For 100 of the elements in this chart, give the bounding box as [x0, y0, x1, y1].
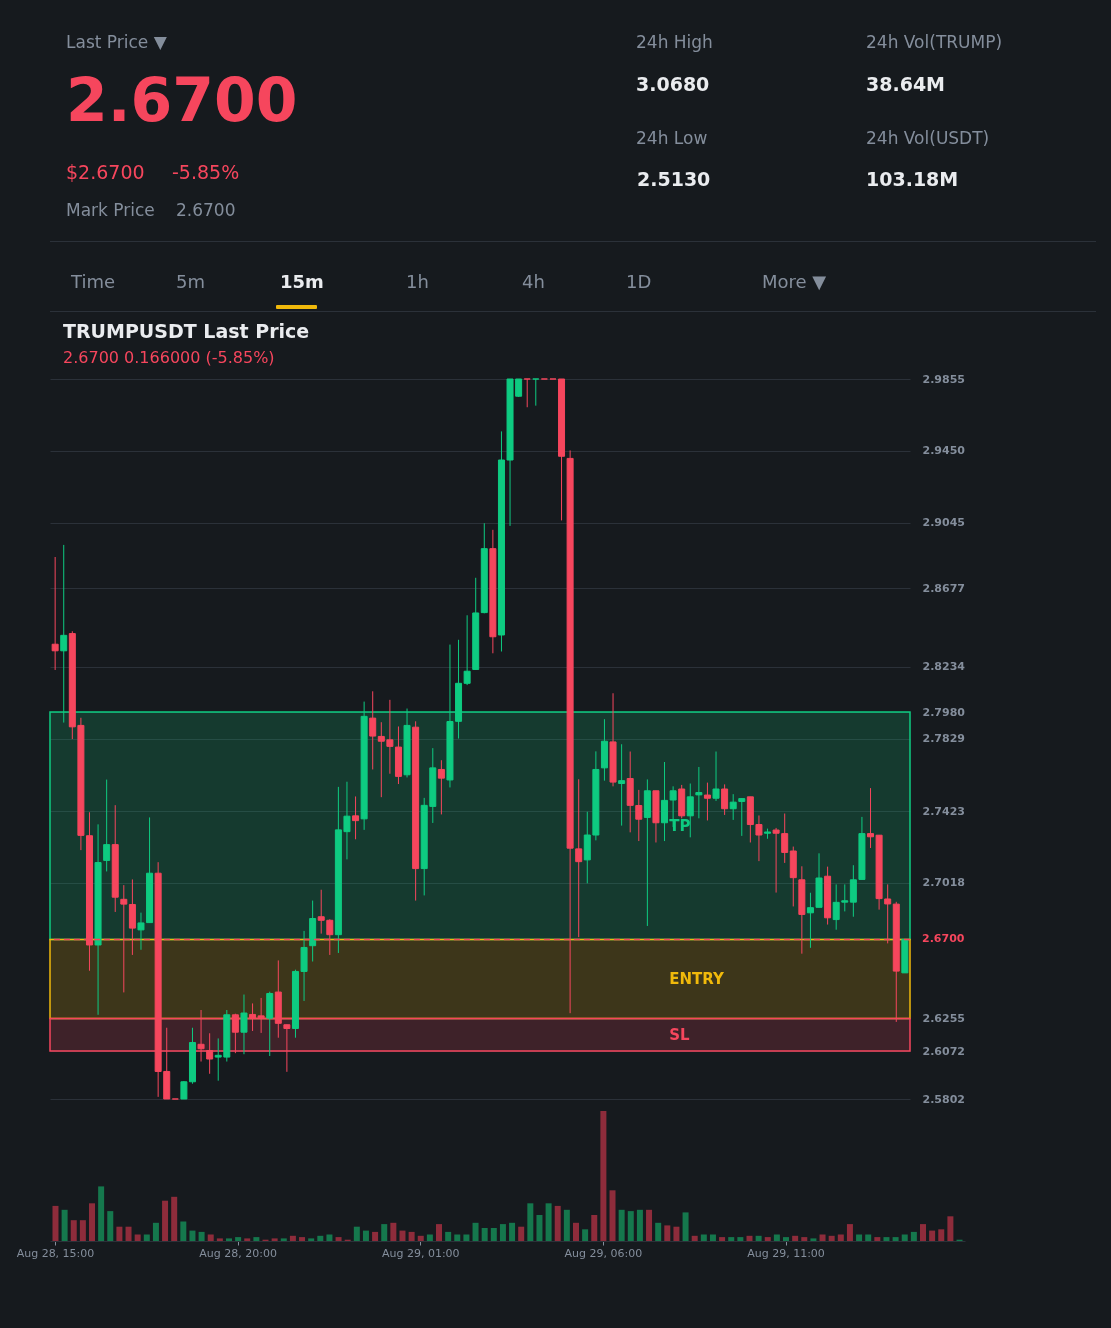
x-tick-label: Aug 29, 01:00	[381, 1246, 460, 1260]
bar	[143, 1234, 150, 1241]
bar	[116, 1226, 123, 1241]
bar	[910, 1231, 917, 1241]
bar	[426, 1234, 433, 1241]
bar	[107, 1211, 114, 1241]
bar	[52, 1205, 59, 1241]
candlestick	[721, 783, 729, 816]
text: 2.6700	[176, 200, 236, 220]
band-label: SL	[669, 1025, 690, 1044]
bar	[253, 1237, 260, 1241]
candlestick	[231, 1013, 239, 1054]
candlestick	[103, 779, 111, 872]
bar	[536, 1215, 543, 1241]
bar	[737, 1237, 744, 1241]
bar	[98, 1186, 105, 1241]
text: 2.5130	[637, 168, 711, 190]
bar	[627, 1211, 634, 1241]
bar	[865, 1234, 872, 1241]
text: Mark Price	[66, 200, 155, 220]
candlestick	[532, 378, 540, 407]
bar	[152, 1222, 159, 1241]
bar	[271, 1238, 278, 1241]
bar	[289, 1235, 296, 1241]
bar	[746, 1235, 753, 1241]
bar	[390, 1222, 397, 1241]
bar	[810, 1238, 817, 1241]
bar	[938, 1229, 945, 1241]
bar	[445, 1231, 452, 1241]
bar	[636, 1209, 643, 1241]
text: 24h Vol(TRUMP)	[866, 32, 1003, 52]
bar	[481, 1228, 488, 1241]
bar	[244, 1238, 251, 1241]
bar	[399, 1230, 406, 1241]
bar	[207, 1234, 214, 1241]
bar	[591, 1215, 598, 1241]
bar	[527, 1203, 534, 1241]
bar	[919, 1224, 926, 1241]
bar	[764, 1237, 771, 1241]
candlestick	[369, 690, 377, 770]
bar	[134, 1234, 141, 1241]
bar	[545, 1203, 552, 1241]
bar	[362, 1230, 369, 1241]
bar	[609, 1190, 616, 1241]
candlestick	[283, 1024, 291, 1073]
text: Last Price ▼	[66, 32, 167, 52]
bar	[554, 1205, 561, 1241]
bar	[79, 1220, 86, 1241]
text: -5.85%	[172, 161, 240, 183]
bar	[381, 1224, 388, 1241]
bar	[472, 1222, 479, 1241]
text: 103.18M	[866, 168, 959, 190]
candlestick	[240, 994, 248, 1055]
ref-line-label: 2.6700	[922, 932, 965, 946]
x-tick-label: Aug 29, 06:00	[564, 1246, 643, 1260]
bar	[719, 1237, 726, 1241]
bar	[874, 1237, 881, 1241]
chart-subtitle: 2.6700 0.166000 (-5.85%)	[62, 347, 276, 369]
text: 5m	[176, 270, 205, 292]
bar	[509, 1222, 516, 1241]
text: 4h	[522, 270, 545, 292]
text: 38.64M	[866, 73, 946, 95]
bar	[828, 1235, 835, 1241]
text: Time	[71, 270, 116, 292]
bar	[299, 1237, 306, 1241]
candlestick	[618, 743, 626, 827]
bar	[436, 1224, 443, 1241]
bar	[582, 1229, 589, 1241]
y-tick-label: 2.9450	[922, 444, 966, 458]
bar	[490, 1228, 497, 1241]
bar	[125, 1226, 132, 1241]
bar	[572, 1222, 579, 1241]
bar	[883, 1237, 890, 1241]
bar	[618, 1209, 625, 1241]
candlestick	[437, 759, 445, 815]
bar	[682, 1212, 689, 1241]
bar	[691, 1235, 698, 1241]
text: 3.0680	[636, 73, 710, 95]
text: 24h Low	[636, 128, 708, 148]
bar	[235, 1237, 242, 1241]
y-tick-label: 2.7018	[922, 876, 965, 890]
y-tick-label: 2.7423	[922, 804, 965, 818]
candlestick	[60, 544, 68, 724]
text: 15m	[280, 270, 324, 292]
y-tick-label: 2.6072	[922, 1044, 965, 1058]
candlestick	[197, 1009, 205, 1063]
y-tick-label: 2.8234	[922, 660, 966, 674]
bar	[929, 1230, 936, 1241]
bar	[189, 1230, 196, 1241]
bar	[162, 1200, 169, 1241]
bar	[216, 1238, 223, 1241]
text: 2.6700	[66, 65, 298, 135]
bar	[454, 1234, 461, 1241]
y-tick-label: 2.9855	[922, 372, 965, 386]
y-tick-label: 2.7829	[922, 732, 965, 746]
bar	[837, 1234, 844, 1241]
bar	[326, 1234, 333, 1241]
text: 24h Vol(USDT)	[866, 128, 990, 148]
chart-title: TRUMPUSDT Last Price	[62, 319, 311, 342]
bar	[198, 1231, 205, 1241]
